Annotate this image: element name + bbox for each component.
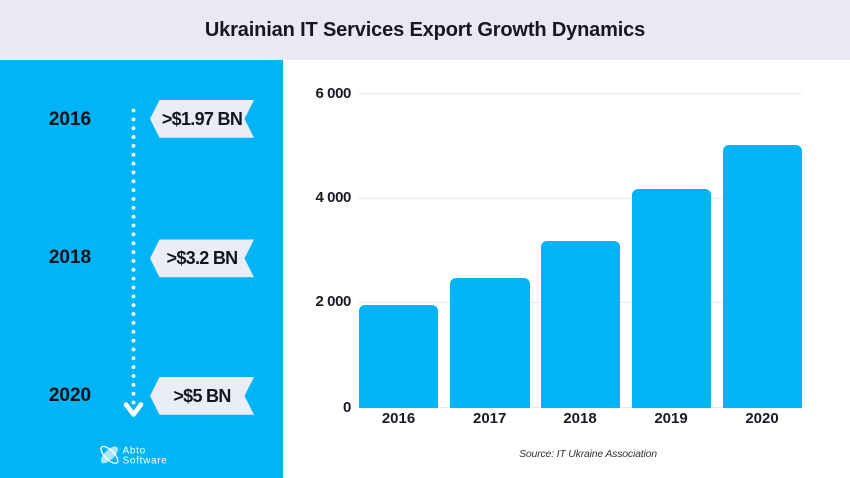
svg-text:Software: Software <box>123 455 168 466</box>
svg-text:Abto: Abto <box>123 445 146 456</box>
